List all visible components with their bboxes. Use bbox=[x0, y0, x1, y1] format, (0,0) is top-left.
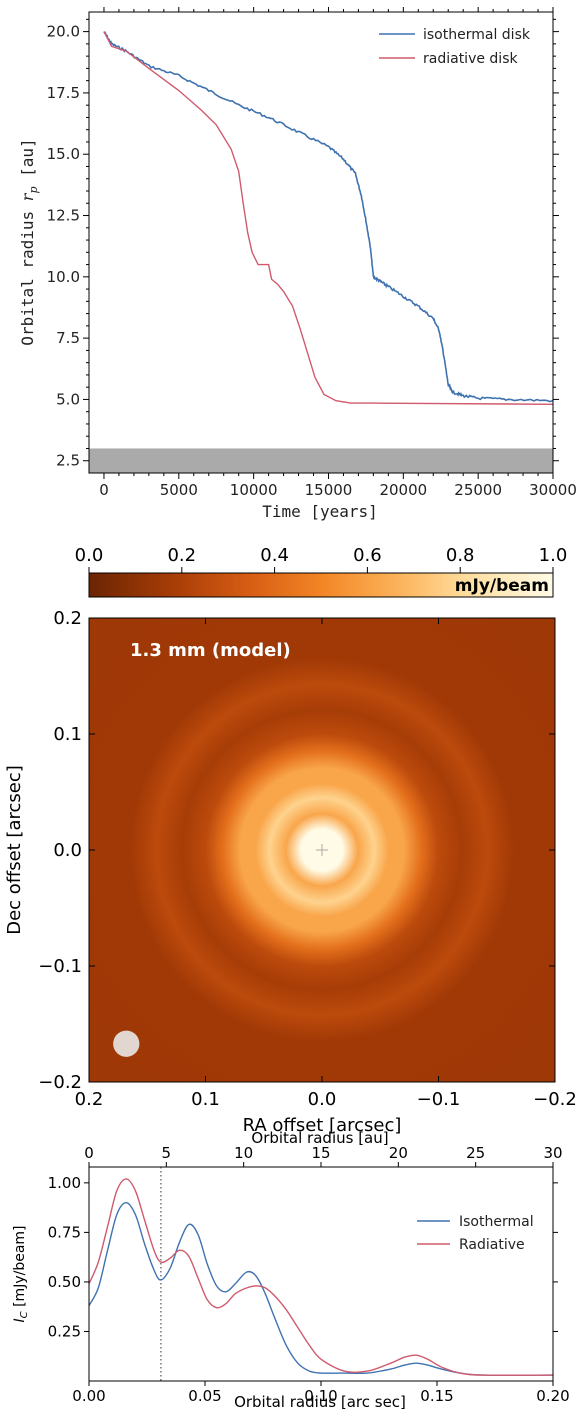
profile-y-tick-label: 1.00 bbox=[48, 1174, 81, 1192]
disk-image-chart: 1.3 mm (model) 0.2 0.1 0.0 −0.1 −0.20.20.10.… bbox=[4, 608, 577, 1136]
profile-top-tick-label: 10 bbox=[234, 1144, 253, 1162]
orbit-y-tick-label: 10.0 bbox=[47, 268, 80, 286]
disk-y-tick-label: −0.2 bbox=[38, 1072, 82, 1093]
disk-x-axis-label: RA offset [arcsec] bbox=[243, 1115, 402, 1136]
orbit-x-tick-label: 25000 bbox=[454, 481, 502, 499]
profile-top-tick-label: 0 bbox=[84, 1144, 94, 1162]
profile-top-tick-label: 15 bbox=[311, 1144, 330, 1162]
profile-legend: Isothermal Radiative bbox=[417, 1214, 534, 1253]
profile-top-axis-label: Orbital radius [au] bbox=[251, 1129, 388, 1147]
disk-x-tick-label: 0.2 bbox=[75, 1089, 104, 1110]
disk-y-tick-label: 0.0 bbox=[53, 840, 82, 861]
orbit-plot-frame bbox=[88, 11, 554, 474]
profile-x-tick-label: 0.05 bbox=[188, 1387, 221, 1405]
profile-x-tick-label: 0.15 bbox=[420, 1387, 453, 1405]
profile-ticks: 0.00 0.05 0.10 0.15 0.20 0 5 10 15 20 25 30 0.25 0.50… bbox=[48, 1144, 570, 1405]
orbit-y-axis-label: Orbital radius rp [au] bbox=[18, 138, 40, 345]
colorbar-tick-label: 0.2 bbox=[167, 545, 196, 566]
colorbar-tick-label: 0.6 bbox=[353, 545, 382, 566]
profile-y-tick-label: 0.75 bbox=[48, 1223, 81, 1241]
colorbar-tick-label: 0.8 bbox=[446, 545, 475, 566]
disk-x-tick-label: 0.1 bbox=[191, 1089, 220, 1110]
profile-plot-frame bbox=[88, 1166, 554, 1382]
orbit-y-tick-label: 2.5 bbox=[56, 452, 80, 470]
disk-y-tick-label: 0.2 bbox=[53, 608, 82, 629]
beam-marker bbox=[113, 1030, 140, 1057]
disk-image-title: 1.3 mm (model) bbox=[130, 640, 291, 661]
orbit-chart: 0 5000 10000 15000 20000 25000 30000 2.5 5.0 7.5 1… bbox=[18, 7, 577, 521]
orbit-x-tick-label: 10000 bbox=[230, 481, 278, 499]
profile-legend-label-radiative: Radiative bbox=[459, 1237, 525, 1253]
disk-image-frame bbox=[88, 617, 556, 1083]
orbit-legend-label-isothermal: isothermal disk bbox=[423, 27, 531, 43]
disk-y-tick-label: −0.1 bbox=[38, 956, 82, 977]
profile-top-tick-label: 5 bbox=[162, 1144, 172, 1162]
colorbar-label: mJy/beam bbox=[455, 576, 549, 596]
profile-series-group bbox=[89, 1178, 553, 1376]
orbit-y-tick-label: 7.5 bbox=[56, 329, 80, 347]
orbit-x-tick-label: 30000 bbox=[529, 481, 577, 499]
orbit-x-tick-label: 15000 bbox=[305, 481, 353, 499]
profile-series-line-isothermal bbox=[89, 1201, 553, 1376]
orbit-y-tick-label: 17.5 bbox=[47, 84, 80, 102]
profile-y-axis-label: IC [mJy/beam] bbox=[12, 1226, 30, 1323]
orbit-legend-label-radiative: radiative disk bbox=[423, 51, 518, 67]
profile-legend-label-isothermal: Isothermal bbox=[459, 1214, 534, 1230]
orbit-y-tick-label: 12.5 bbox=[47, 207, 80, 225]
orbit-legend: isothermal disk radiative disk bbox=[379, 27, 531, 67]
disk-image-ticks: 0.2 0.1 0.0 −0.1 −0.20.20.10.0−0.1−0.2 bbox=[38, 608, 577, 1110]
profile-plot-background bbox=[89, 1167, 553, 1381]
profile-series-line-radiative bbox=[89, 1178, 553, 1376]
disk-x-tick-label: −0.2 bbox=[533, 1089, 577, 1110]
profile-x-tick-label: 0.20 bbox=[536, 1387, 569, 1405]
colorbar-tick-label: 0.0 bbox=[75, 545, 104, 566]
orbit-series-line-isothermal bbox=[103, 31, 553, 403]
orbit-x-tick-label: 5000 bbox=[160, 481, 198, 499]
colorbar-tick-label: 1.0 bbox=[539, 545, 568, 566]
profile-chart: 0.00 0.05 0.10 0.15 0.20 0 5 10 15 20 25 30 0.25 0.50… bbox=[12, 1129, 570, 1411]
colorbar-ticks: 0.0 0.2 0.4 0.6 0.8 1.0 bbox=[75, 545, 568, 573]
center-marker bbox=[316, 844, 328, 856]
profile-top-tick-label: 25 bbox=[466, 1144, 485, 1162]
disk-x-tick-label: −0.1 bbox=[417, 1089, 461, 1110]
orbit-y-tick-label: 15.0 bbox=[47, 145, 80, 163]
colorbar-tick-label: 0.4 bbox=[260, 545, 289, 566]
orbit-x-tick-label: 20000 bbox=[379, 481, 427, 499]
disk-y-axis-label: Dec offset [arcsec] bbox=[4, 765, 25, 935]
profile-y-tick-label: 0.50 bbox=[48, 1273, 81, 1291]
orbit-y-tick-label: 5.0 bbox=[56, 390, 80, 408]
orbit-series-line-radiative bbox=[103, 31, 553, 405]
orbit-y-tick-label: 20.0 bbox=[47, 23, 80, 41]
colorbar-bar bbox=[88, 572, 554, 598]
disk-y-tick-label: 0.1 bbox=[53, 724, 82, 745]
orbit-x-axis-label: Time [years] bbox=[262, 502, 378, 521]
colorbar: 0.0 0.2 0.4 0.6 0.8 1.0 mJy/beam bbox=[75, 545, 568, 598]
orbit-shaded-band bbox=[89, 448, 553, 473]
orbit-plot-background bbox=[89, 12, 553, 473]
orbit-series-group bbox=[103, 31, 553, 405]
profile-x-tick-label: 0.00 bbox=[72, 1387, 105, 1405]
disk-x-tick-label: 0.0 bbox=[308, 1089, 337, 1110]
profile-y-tick-label: 0.25 bbox=[48, 1322, 81, 1340]
orbit-x-tick-label: 0 bbox=[99, 481, 109, 499]
profile-x-axis-label: Orbital radius [arc sec] bbox=[234, 1393, 406, 1411]
profile-top-tick-label: 30 bbox=[543, 1144, 562, 1162]
profile-x-tick-label: 0.10 bbox=[304, 1387, 337, 1405]
profile-top-tick-label: 20 bbox=[389, 1144, 408, 1162]
